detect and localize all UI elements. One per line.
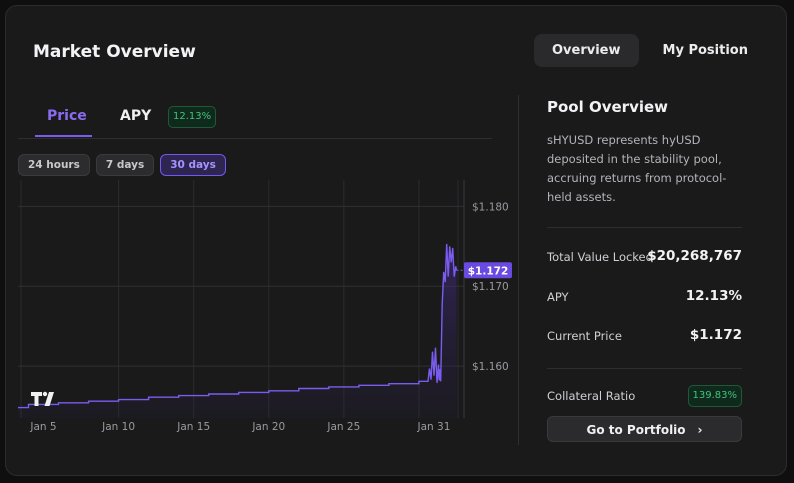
x-tick-label: Jan 15 [176, 421, 210, 433]
chart-grid [18, 180, 464, 418]
y-axis: $1.180 $1.170 $1.160 [463, 180, 509, 418]
pool-overview-title: Pool Overview [547, 98, 669, 116]
price-line [18, 243, 458, 409]
x-axis: Jan 5 Jan 10 Jan 15 Jan 20 Jan 25 Jan 31 [29, 421, 450, 433]
collateral-ratio-badge: 139.83% [687, 385, 742, 407]
apy-row: APY 12.13% [547, 288, 742, 308]
y-tick-label: $1.160 [472, 361, 509, 373]
go-to-portfolio-button[interactable]: Go to Portfolio › [547, 416, 742, 442]
range-30-days[interactable]: 30 days [160, 154, 226, 176]
current-price-tag-label: $1.172 [468, 265, 509, 277]
price-chart: $1.180$1.170$1.160 Jan 5 Jan 10 Jan 15 Jan … [18, 180, 512, 433]
chart-tabs: Price APY 12.13% [18, 102, 492, 139]
x-tick-label: Jan 31 [417, 421, 451, 433]
apy-label: APY [547, 290, 569, 304]
current-price-marker: $1.172 [456, 262, 512, 279]
tvl-row: Total Value Locked $20,268,767 [547, 248, 742, 268]
y-tick-label: $1.180 [472, 201, 509, 213]
chevron-right-icon: › [697, 423, 703, 437]
tab-price-underline [35, 135, 92, 137]
range-selector: 24 hours 7 days 30 days [18, 154, 226, 176]
tradingview-logo [31, 391, 54, 406]
tab-apy[interactable]: APY [120, 108, 152, 124]
top-tabs: Overview My Position [534, 34, 766, 67]
collateral-ratio-label: Collateral Ratio [547, 389, 636, 403]
current-price-label: Current Price [547, 329, 622, 343]
y-tick-label: $1.170 [472, 281, 509, 293]
pool-description: sHYUSD represents hyUSD deposited in the… [547, 133, 727, 204]
tab-my-position[interactable]: My Position [662, 43, 748, 58]
go-to-portfolio-label: Go to Portfolio [586, 423, 686, 437]
apy-value: 12.13% [685, 288, 742, 304]
apy-badge: 12.13% [168, 106, 217, 128]
collateral-row: Collateral Ratio 139.83% [547, 385, 742, 407]
price-row: Current Price $1.172 [547, 327, 742, 347]
range-24-hours[interactable]: 24 hours [18, 154, 90, 176]
divider [547, 368, 742, 369]
divider [547, 227, 742, 228]
panel-divider [518, 95, 519, 445]
current-price-value: $1.172 [689, 327, 742, 343]
tvl-label: Total Value Locked [547, 250, 653, 264]
x-tick-label: Jan 5 [29, 421, 56, 433]
price-area [18, 243, 457, 418]
tab-price[interactable]: Price [47, 108, 87, 124]
tvl-value: $20,268,767 [647, 248, 742, 264]
x-tick-label: Jan 20 [251, 421, 285, 433]
page-title: Market Overview [33, 42, 196, 62]
x-tick-label: Jan 25 [326, 421, 360, 433]
tab-overview[interactable]: Overview [534, 34, 639, 67]
x-tick-label: Jan 10 [101, 421, 135, 433]
current-price-tag [464, 262, 512, 279]
range-7-days[interactable]: 7 days [95, 154, 155, 176]
